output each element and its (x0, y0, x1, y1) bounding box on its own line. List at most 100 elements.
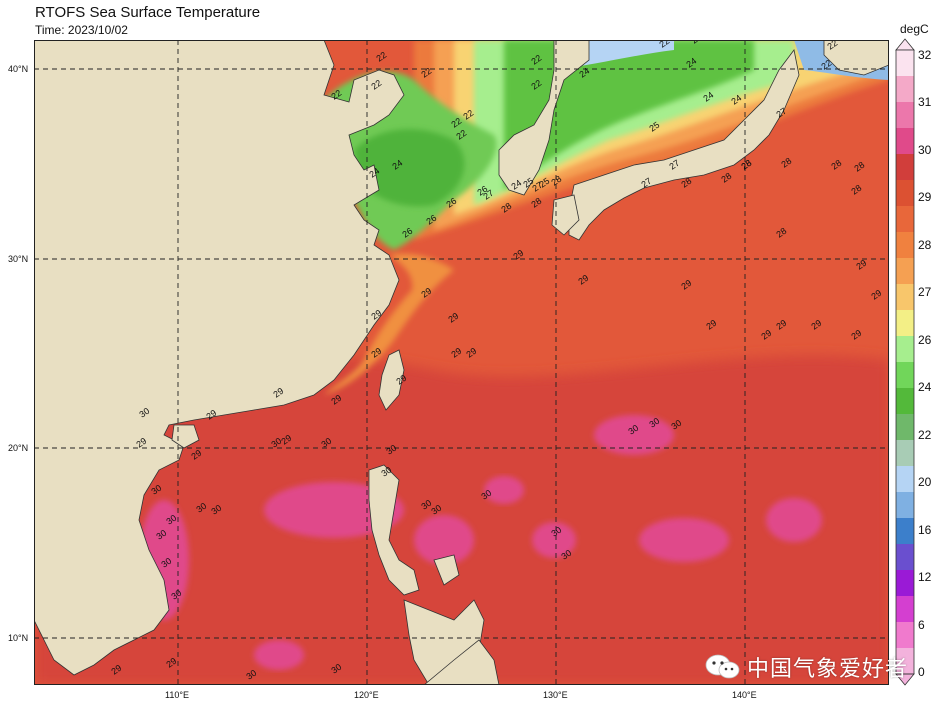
colorbar-swatch (896, 492, 914, 519)
colorbar-tick: 27 (918, 285, 932, 300)
contour-label: 30 (194, 501, 208, 515)
contour-label: 24 (390, 158, 404, 172)
contour-label: 29 (679, 278, 693, 292)
land (34, 40, 889, 685)
contour-label: 27 (530, 180, 544, 194)
contour-label: 28 (849, 183, 863, 197)
contour-label: 22 (449, 116, 463, 130)
contour-label: 30 (419, 498, 433, 512)
contour-label: 30 (559, 548, 573, 562)
contour-label: 26 (444, 196, 458, 210)
colorbar-swatch (896, 154, 914, 181)
contour-label: 30 (164, 513, 178, 527)
colorbar-swatch (896, 362, 914, 389)
colorbar-tick: 31 (918, 95, 932, 110)
lon-label-120: 120°E (354, 690, 379, 700)
contour-label: 30 (149, 483, 163, 497)
map-frame (34, 40, 889, 685)
contour-label: 30 (319, 436, 333, 450)
contour-label: 29 (446, 311, 460, 325)
contour-label: 30 (159, 556, 173, 570)
hotspot-5 (532, 522, 576, 558)
contour-label: 25 (537, 176, 551, 190)
colorbar-tick: 26 (918, 332, 932, 347)
contour-label: 30 (647, 416, 661, 430)
colorbar-swatch (896, 440, 914, 467)
contour-label: 29 (576, 273, 590, 287)
contour-label: 28 (779, 156, 793, 170)
contour-label: 29 (109, 663, 123, 677)
colorbar-tick: 28 (918, 237, 932, 252)
contour-label: 28 (549, 174, 563, 188)
graticule (34, 40, 889, 685)
contour-label: 22 (329, 88, 343, 102)
colorbar-swatch (896, 622, 914, 649)
contour-label: 29 (419, 286, 433, 300)
colorbar-swatch (896, 414, 914, 441)
contour-label: 28 (739, 158, 753, 172)
coastal-warm (324, 253, 454, 395)
contour-label: 29 (329, 393, 343, 407)
contour-label: 27 (481, 188, 495, 202)
contour-label: 30 (379, 465, 393, 479)
contour-label: 22 (529, 53, 543, 67)
lat-label-30: 30°N (8, 254, 29, 264)
contour-label: 30 (269, 436, 283, 450)
contour-label: 29 (164, 656, 178, 670)
colorbar-tick: 12 (918, 570, 932, 585)
contour-label: 29 (449, 346, 463, 360)
sst-map: 2222222222222222222222222224242424242424… (34, 40, 889, 685)
contour-label: 22 (825, 40, 839, 52)
contour-label: 24 (701, 90, 715, 104)
lon-label-130: 130°E (543, 690, 568, 700)
contour-label: 29 (204, 408, 218, 422)
contour-label: 22 (374, 50, 388, 64)
contour-label: 25 (521, 176, 535, 190)
contour-label: 29 (279, 433, 293, 447)
colorbar-swatch (896, 128, 914, 155)
colorbar-swatch (896, 232, 914, 259)
colorbar-swatch (896, 648, 914, 675)
colorbar-swatch (896, 596, 914, 623)
contour-label: 29 (511, 248, 525, 262)
colorbar-tick: 22 (918, 427, 932, 442)
map-subtitle: Time: 2023/10/02 (35, 23, 128, 37)
contour-label: 29 (369, 308, 383, 322)
contour-label: 30 (169, 588, 183, 602)
colorbar-swatch (896, 50, 914, 77)
contour-label: 25 (647, 120, 661, 134)
contour-label: 29 (271, 386, 285, 400)
lat-label-20: 20°N (8, 443, 29, 453)
colorbar-tick: 6 (918, 617, 925, 632)
map-title: RTOFS Sea Surface Temperature (35, 4, 261, 21)
hotspot-2 (639, 518, 729, 562)
contour-label: 29 (369, 346, 383, 360)
contour-label: 27 (639, 176, 653, 190)
contour-label: 30 (209, 503, 223, 517)
contour-label: 22 (819, 58, 833, 72)
colorbar-tick: 16 (918, 522, 932, 537)
colorbar-swatch (896, 466, 914, 493)
warm-region (34, 354, 889, 685)
colorbar-swatch (896, 258, 914, 285)
contour-label: 22 (529, 78, 543, 92)
contour-label: 28 (499, 201, 513, 215)
colorbar-tick: 20 (918, 475, 932, 490)
colorbar-tick: 30 (918, 142, 932, 157)
colorbar-swatch (896, 544, 914, 571)
contour-label: 22 (461, 108, 475, 122)
colorbar-swatch (896, 570, 914, 597)
contour-label: 30 (479, 488, 493, 502)
contour-label: 29 (849, 328, 863, 342)
contour-label: 30 (549, 525, 563, 539)
lat-label-40: 40°N (8, 64, 29, 74)
hotspot-7 (254, 640, 304, 670)
contour-label: 22 (689, 40, 703, 46)
colorbar (895, 38, 915, 686)
lon-label-110: 110°E (165, 690, 189, 700)
watermark-text: 中国气象爱好者 (747, 657, 909, 682)
contour-label: 29 (464, 346, 478, 360)
contour-label: 27 (774, 106, 788, 120)
contour-label: 30 (626, 423, 640, 437)
contour-label: 30 (669, 418, 683, 432)
